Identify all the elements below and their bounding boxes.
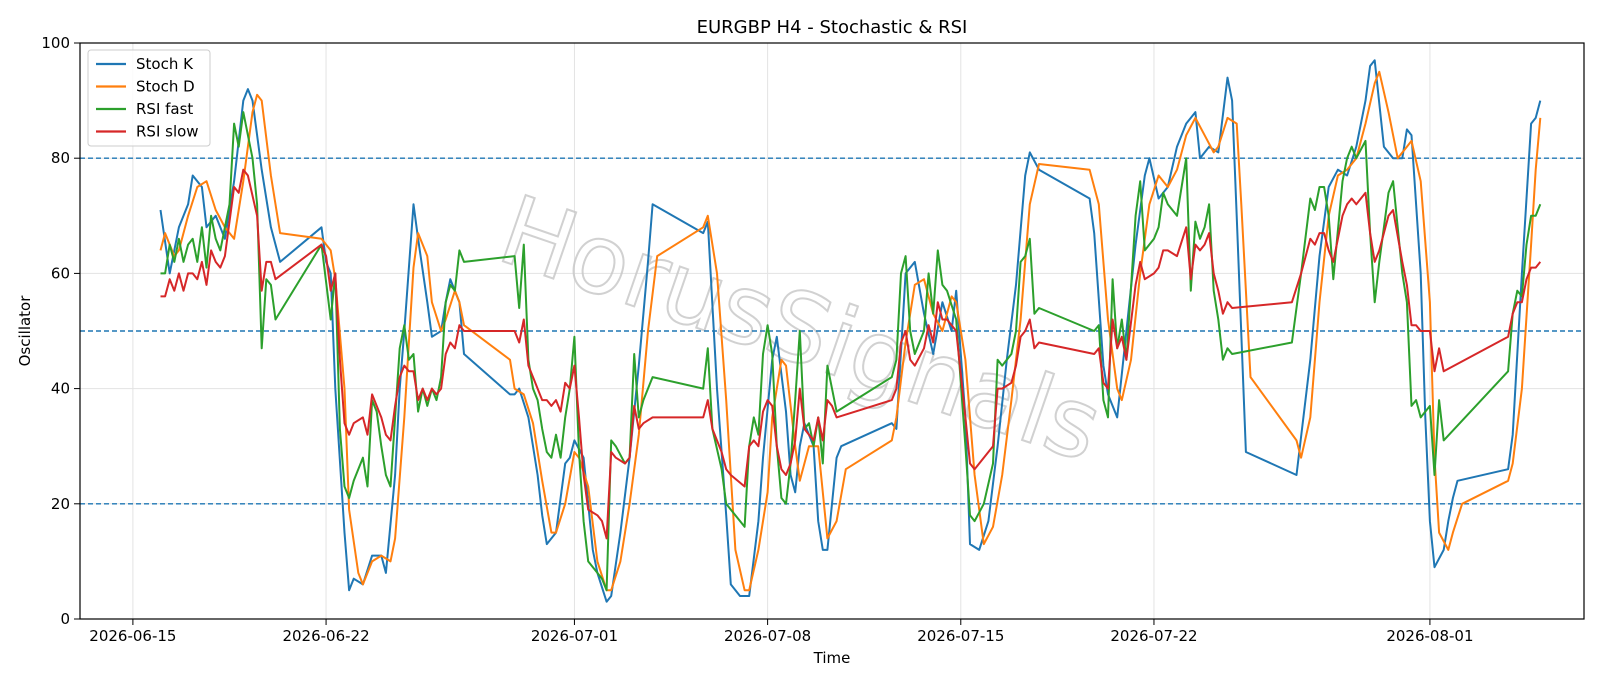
x-tick-label: 2026-07-01 [531,627,618,645]
legend: Stoch K Stoch D RSI fast RSI slow [87,49,211,147]
plot-frame [79,42,1585,620]
x-tick-label: 2026-06-22 [282,627,369,645]
x-tick-label: 2026-07-08 [724,627,811,645]
y-tick-label: 0 [60,610,70,628]
y-tick-label: 40 [51,380,70,398]
legend-label-rsi-slow: RSI slow [136,123,199,141]
legend-label-stoch-d: Stoch D [136,78,195,96]
series-line-rsi-slow [160,168,1542,540]
x-tick-label: 2026-08-01 [1386,627,1473,645]
series-line-rsi-fast [160,111,1542,592]
x-tick-label: 2026-07-15 [917,627,1004,645]
x-axis-ticks: 2026-06-15 2026-06-22 2026-07-01 2026-07-08… [89,619,1474,645]
series-lines [159,59,1542,603]
y-tick-label: 60 [51,264,70,282]
y-axis-label: Oscillator [16,295,34,367]
chart-title: EURGBP H4 - Stochastic & RSI [697,17,968,38]
x-axis-label: Time [813,649,851,667]
legend-label-rsi-fast: RSI fast [136,100,193,118]
legend-label-stoch-k: Stoch K [136,55,194,73]
y-tick-label: 80 [51,149,70,167]
y-axis-ticks: 0 20 40 60 80 100 [41,34,80,628]
x-tick-label: 2026-07-22 [1110,627,1197,645]
y-tick-label: 100 [41,34,70,52]
x-tick-label: 2026-06-15 [89,627,176,645]
y-tick-label: 20 [51,495,70,513]
legend-box [87,49,211,147]
